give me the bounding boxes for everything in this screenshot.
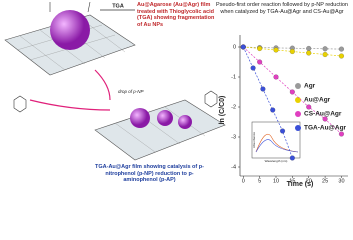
page: TGA Au@Agarose (Au@Agr) film treated wit…	[4, 1, 348, 188]
data-point	[322, 51, 328, 57]
data-point	[322, 46, 328, 52]
inset	[251, 121, 301, 159]
x-tick-label: 10	[273, 178, 279, 184]
data-point	[260, 86, 266, 92]
linker	[87, 1, 91, 13]
data-point	[322, 116, 328, 122]
inset-y-label: Absorbance	[252, 132, 256, 148]
legend-label: Au@Agr	[304, 97, 331, 104]
arrow	[29, 99, 111, 111]
data-point	[338, 131, 344, 137]
y-tick-label: -2	[231, 104, 236, 110]
reagent-label: TGA	[112, 3, 124, 9]
y-tick-label: -3	[231, 134, 236, 140]
x-tick-label: 5	[258, 178, 261, 184]
legend-marker	[295, 83, 301, 89]
graphical-abstract: TGA Au@Agarose (Au@Agr) film treated wit…	[4, 1, 348, 188]
legend-marker	[295, 125, 301, 131]
au-nanoparticle	[178, 115, 192, 129]
trend-line	[242, 46, 293, 159]
legend-label: CS-Au@Agr	[304, 111, 342, 118]
y-tick-label: -1	[231, 74, 236, 80]
data-point	[306, 50, 312, 56]
data-point	[270, 107, 276, 113]
data-point	[240, 44, 246, 50]
data-point	[273, 47, 279, 53]
arrow	[94, 69, 111, 101]
y-tick-label: -4	[231, 164, 236, 170]
top-caption: Au@Agarose (Au@Agr) film treated with Th…	[137, 2, 215, 28]
inset-curve	[255, 134, 299, 153]
x-tick-label: 25	[322, 178, 328, 184]
x-tick-label: 0	[242, 178, 245, 184]
chart-title: Pseudo-first order reaction followed by …	[216, 2, 348, 15]
au-nanoparticle	[130, 108, 150, 128]
legend-label: TGA-Au@Agr	[304, 125, 347, 132]
data-point	[280, 128, 286, 134]
data-point	[289, 89, 295, 95]
top-caption-box: Au@Agarose (Au@Agr) film treated with Th…	[137, 2, 215, 28]
bottom-caption: TGA-Au@Agr film showing catalysis of p-n…	[95, 164, 204, 184]
y-tick-label: 0	[233, 44, 236, 50]
x-tick-label: 20	[306, 178, 312, 184]
x-tick-label: 30	[338, 178, 344, 184]
au-nanoparticle	[157, 110, 173, 126]
molecule	[13, 95, 27, 113]
inset-x-label: Wavelength (nm)	[265, 159, 288, 163]
data-point	[273, 74, 279, 80]
data-point	[289, 48, 295, 54]
y-axis-label: ln (C/C0)	[219, 96, 226, 125]
au-nanoparticle	[50, 10, 90, 50]
x-tick-label: 15	[289, 178, 295, 184]
legend-marker	[295, 111, 301, 117]
data-point	[306, 45, 312, 51]
film	[94, 99, 226, 161]
legend-label: Agr	[304, 83, 316, 90]
legend-marker	[295, 97, 301, 103]
data-point	[289, 155, 295, 161]
data-point	[338, 53, 344, 59]
data-point	[257, 59, 263, 65]
data-point	[306, 104, 312, 110]
molecule	[204, 90, 218, 108]
bottom-caption-box: TGA-Au@Agr film showing catalysis of p-n…	[95, 164, 204, 184]
inset-curve	[255, 139, 299, 153]
data-point	[257, 45, 263, 51]
data-point	[250, 65, 256, 71]
x-axis-label: Time (s)	[287, 181, 314, 188]
data-point	[338, 46, 344, 52]
chart-title-box: Pseudo-first order reaction followed by …	[216, 2, 348, 15]
drop-label: drop of p-NP	[118, 89, 144, 94]
